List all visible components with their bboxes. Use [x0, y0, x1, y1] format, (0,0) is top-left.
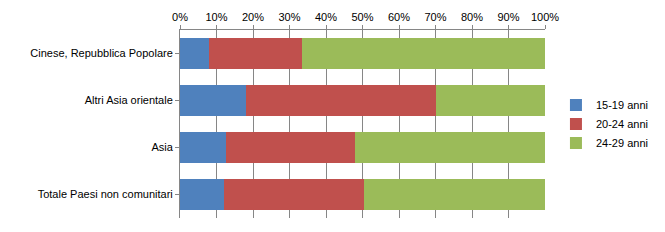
- svg-text:20%: 20%: [242, 11, 264, 23]
- svg-text:30%: 30%: [278, 11, 300, 23]
- svg-text:Asia: Asia: [151, 141, 173, 153]
- svg-text:70%: 70%: [424, 11, 446, 23]
- svg-text:Cinese, Repubblica Popolare: Cinese, Repubblica Popolare: [30, 47, 172, 59]
- svg-text:24-29 anni: 24-29 anni: [596, 137, 648, 149]
- svg-text:Altri Asia orientale: Altri Asia orientale: [85, 94, 173, 106]
- svg-text:20-24 anni: 20-24 anni: [596, 118, 648, 130]
- svg-text:80%: 80%: [461, 11, 483, 23]
- svg-text:60%: 60%: [388, 11, 410, 23]
- svg-text:Totale Paesi non comunitari: Totale Paesi non comunitari: [38, 188, 173, 200]
- svg-text:40%: 40%: [315, 11, 337, 23]
- svg-text:100%: 100%: [531, 11, 559, 23]
- svg-text:15-19 anni: 15-19 anni: [596, 99, 648, 111]
- svg-text:10%: 10%: [205, 11, 227, 23]
- svg-text:90%: 90%: [497, 11, 519, 23]
- svg-text:50%: 50%: [351, 11, 373, 23]
- svg-text:0%: 0%: [172, 11, 188, 23]
